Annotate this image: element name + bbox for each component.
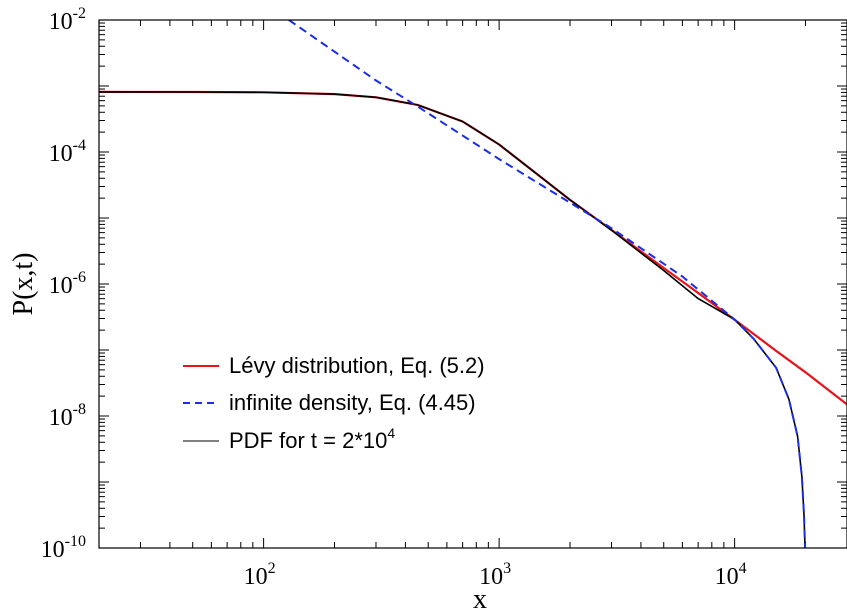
ticks-layer xyxy=(98,19,847,549)
y-tick-label: 10-2 xyxy=(49,5,86,35)
y-tick-label-exp: -10 xyxy=(65,533,86,550)
x-tick-label: 103 xyxy=(479,560,511,590)
y-tick-label-exp: -6 xyxy=(73,269,86,286)
x-axis-title: x xyxy=(473,584,487,612)
y-tick-label-base: 10 xyxy=(49,141,73,167)
x-tick-label-base: 10 xyxy=(715,564,739,590)
legend: Lévy distribution, Eq. (5.2) infinite de… xyxy=(183,353,485,453)
y-tick-label-base: 10 xyxy=(41,537,65,563)
y-axis-title: P(x,t) xyxy=(8,253,39,316)
y-tick-label: 10-6 xyxy=(49,269,86,299)
y-tick-label: 10-4 xyxy=(49,137,86,167)
legend-label-pdf-exp: 4 xyxy=(387,425,395,441)
y-tick-label-base: 10 xyxy=(49,273,73,299)
x-tick-label-exp: 4 xyxy=(739,560,747,577)
legend-label-infinite-density: infinite density, Eq. (4.45) xyxy=(229,390,476,415)
y-tick-label: 10-8 xyxy=(49,401,86,431)
x-tick-label-base: 10 xyxy=(244,564,268,590)
series-layer xyxy=(99,20,847,548)
x-tick-label-exp: 3 xyxy=(503,560,511,577)
series-line-infinite-density xyxy=(288,20,807,548)
legend-label-levy: Lévy distribution, Eq. (5.2) xyxy=(229,353,485,378)
x-tick-label: 102 xyxy=(244,560,276,590)
x-tick-label-exp: 2 xyxy=(268,560,276,577)
y-tick-label-base: 10 xyxy=(49,9,73,35)
legend-label-pdf-main: PDF for t = 2*10 xyxy=(229,428,387,453)
x-tick-label-base: 10 xyxy=(479,564,503,590)
y-tick-label: 10-10 xyxy=(41,533,86,563)
plot-frame xyxy=(98,19,847,549)
y-tick-label-exp: -8 xyxy=(73,401,86,418)
y-tick-label-exp: -2 xyxy=(73,5,86,22)
y-tick-label-exp: -4 xyxy=(73,137,86,154)
x-tick-label: 104 xyxy=(715,560,747,590)
y-tick-label-base: 10 xyxy=(49,405,73,431)
legend-label-pdf: PDF for t = 2*104 xyxy=(229,425,395,453)
